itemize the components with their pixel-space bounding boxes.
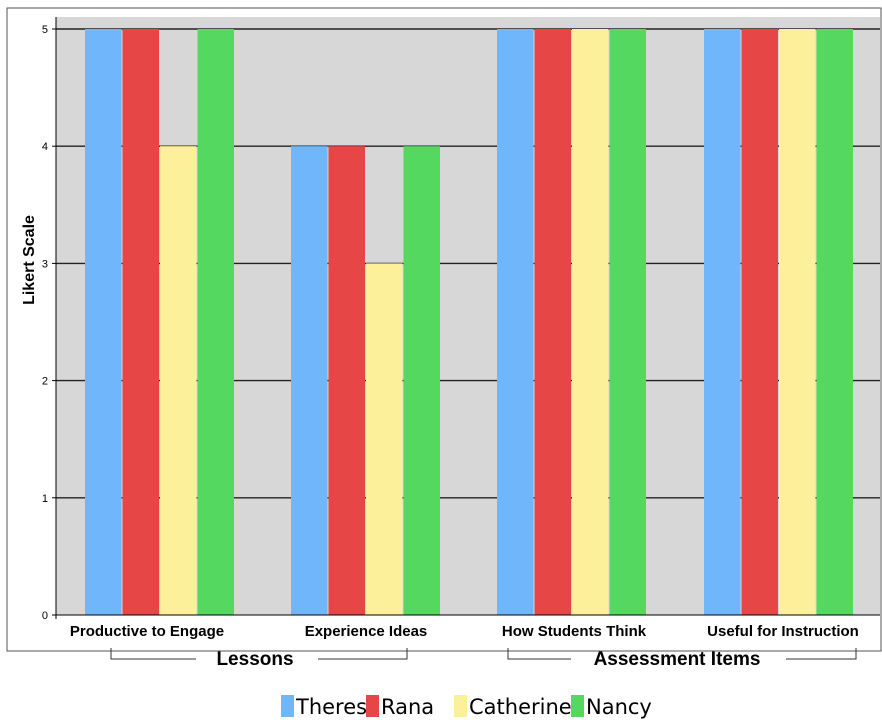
bar [328,146,365,615]
y-tick-label: 2 [42,376,48,388]
bar [85,29,122,615]
legend-swatch [366,695,379,717]
bar [816,29,853,615]
legend-label: Theresa [295,695,380,719]
y-tick-label: 1 [42,493,48,505]
legend-swatch [571,695,584,717]
y-tick-label: 4 [42,141,48,153]
category-label: Productive to Engage [70,623,224,640]
bar [741,29,778,615]
group-label: Assessment Items [594,649,761,670]
y-tick-label: 0 [42,610,48,622]
bar [497,29,534,615]
bar [403,146,440,615]
bar [291,146,328,615]
y-axis-title: Likert Scale [21,215,38,305]
legend-label: Catherine [469,695,572,719]
legend-label: Nancy [586,695,652,719]
legend-label: Rana [381,695,434,719]
bar [534,29,571,615]
group-bracket [110,648,408,660]
bar [609,29,646,615]
group-bracket [507,648,857,660]
y-tick-label: 5 [42,24,48,36]
legend-swatch [281,695,294,717]
y-tick-label: 3 [42,258,48,270]
legend-swatch [454,695,467,717]
bar [122,29,159,615]
bar [779,29,816,615]
bar [704,29,741,615]
category-label: Useful for Instruction [707,623,859,640]
bar [366,263,403,615]
category-label: Experience Ideas [305,623,428,640]
bar [160,146,197,615]
group-label: Lessons [216,649,293,670]
bar [572,29,609,615]
bar [197,29,234,615]
category-label: How Students Think [502,623,647,640]
